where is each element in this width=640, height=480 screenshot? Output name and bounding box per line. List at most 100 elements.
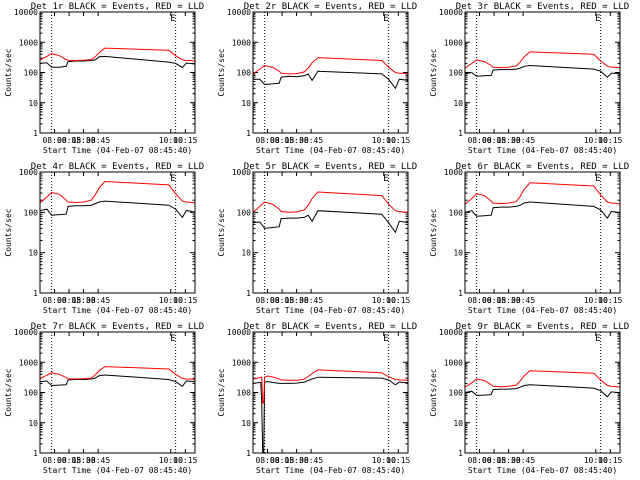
lld-series-line — [464, 51, 621, 69]
plot-frame — [252, 331, 409, 454]
y-tick-label: 10 — [28, 249, 38, 258]
x-tick-label: 10:00 — [584, 456, 608, 465]
chart-title: Det 3r BLACK = Events, RED = LLD — [456, 2, 629, 12]
x-tick-label: 10:15 — [598, 456, 622, 465]
x-tick-label: 08:30 — [497, 456, 521, 465]
y-tick-label: 10 — [241, 99, 251, 108]
chart-title: Det 2r BLACK = Events, RED = LLD — [244, 2, 417, 12]
x-tick-label: 08:45 — [511, 456, 535, 465]
chart-title: Det 6r BLACK = Events, RED = LLD — [456, 162, 629, 172]
x-tick-label: 10:00 — [372, 456, 396, 465]
x-tick-label: 10:15 — [598, 136, 622, 145]
y-axis-label: Counts/sec — [4, 48, 13, 96]
x-tick-label: 10:00 — [372, 296, 396, 305]
x-tick-label: 10:15 — [386, 296, 410, 305]
legend-marker: E — [595, 334, 600, 344]
plot-frame — [39, 331, 196, 454]
chart-panel: Det 6r BLACK = Events, RED = LLD 1 10 100 10… — [429, 162, 629, 315]
events-series-line — [464, 64, 621, 78]
chart-panel: Det 5r BLACK = Events, RED = LLD 1 10 100 10… — [217, 162, 417, 315]
x-tick-label: 08:45 — [86, 456, 110, 465]
y-axis-label: Counts/sec — [4, 368, 13, 416]
y-tick-label: 1000 — [232, 168, 251, 177]
y-tick-label: 1 — [458, 449, 463, 458]
events-series-line — [39, 374, 196, 387]
x-tick-label: 08:45 — [299, 296, 323, 305]
events-series-line — [39, 200, 196, 219]
x-tick-label: 08:00 — [467, 456, 491, 465]
chart-title: Det 4r BLACK = Events, RED = LLD — [31, 162, 204, 172]
plot-frame — [464, 331, 621, 454]
y-tick-label: 1000 — [444, 168, 463, 177]
x-tick-label: 08:45 — [86, 296, 110, 305]
chart-panel: Det 3r BLACK = Events, RED = LLD 1 10 100 10… — [429, 2, 629, 155]
x-tick-label: 08:15 — [270, 136, 294, 145]
events-series-line — [464, 201, 621, 219]
y-tick-label: 10000 — [439, 8, 463, 17]
y-tick-label: 10000 — [227, 328, 251, 337]
x-tick-label: 10:00 — [584, 296, 608, 305]
lld-series-line — [39, 180, 196, 204]
x-tick-label: 08:45 — [299, 136, 323, 145]
y-tick-label: 1000 — [232, 38, 251, 47]
legend-marker: E — [383, 174, 388, 184]
y-tick-label: 1 — [33, 289, 38, 298]
x-tick-label: 10:15 — [598, 296, 622, 305]
y-tick-label: 100 — [449, 208, 464, 217]
x-tick-label: 10:15 — [173, 456, 197, 465]
x-tick-label: 10:00 — [372, 136, 396, 145]
y-tick-label: 10 — [453, 419, 463, 428]
y-axis-label: Counts/sec — [217, 208, 226, 256]
y-tick-label: 100 — [237, 69, 252, 78]
x-tick-label: 08:30 — [497, 296, 521, 305]
legend-marker: E — [595, 174, 600, 184]
x-tick-label: 10:00 — [584, 136, 608, 145]
events-series-line — [252, 376, 409, 454]
x-tick-label: 08:00 — [467, 136, 491, 145]
y-tick-label: 10000 — [439, 328, 463, 337]
x-tick-label: 08:00 — [467, 296, 491, 305]
x-axis-label: Start Time (04-Feb-07 08:45:40) — [43, 466, 192, 475]
x-tick-label: 10:15 — [173, 296, 197, 305]
x-tick-label: 08:00 — [255, 456, 279, 465]
lld-series-line — [252, 57, 409, 75]
x-tick-label: 08:00 — [255, 136, 279, 145]
legend-marker: E — [595, 14, 600, 24]
lld-series-line — [39, 47, 196, 62]
y-axis-label: Counts/sec — [429, 368, 438, 416]
y-axis-label: Counts/sec — [429, 208, 438, 256]
lld-series-line — [464, 370, 621, 388]
chart-panel: Det 2r BLACK = Events, RED = LLD 1 10 100 10… — [217, 2, 417, 155]
x-tick-label: 08:30 — [72, 296, 96, 305]
y-tick-label: 10 — [28, 99, 38, 108]
x-axis-label: Start Time (04-Feb-07 08:45:40) — [256, 466, 405, 475]
x-axis-label: Start Time (04-Feb-07 08:45:40) — [43, 306, 192, 315]
x-tick-label: 08:45 — [299, 456, 323, 465]
x-tick-label: 08:45 — [511, 136, 535, 145]
x-tick-label: 08:45 — [86, 136, 110, 145]
x-tick-label: 08:00 — [42, 136, 66, 145]
plot-frame — [39, 171, 196, 294]
y-tick-label: 1 — [246, 289, 251, 298]
events-series-line — [253, 70, 409, 90]
lld-series-line — [39, 366, 196, 380]
y-axis-label: Counts/sec — [217, 48, 226, 96]
events-series-line — [252, 210, 409, 234]
y-tick-label: 1 — [246, 129, 251, 138]
y-axis-label: Counts/sec — [217, 368, 226, 416]
chart-title: Det 7r BLACK = Events, RED = LLD — [31, 322, 204, 332]
x-tick-label: 08:15 — [57, 296, 81, 305]
y-tick-label: 10000 — [14, 328, 38, 337]
y-tick-label: 1 — [458, 129, 463, 138]
y-tick-label: 100 — [449, 389, 464, 398]
chart-title: Det 5r BLACK = Events, RED = LLD — [244, 162, 417, 172]
events-series-line — [464, 384, 621, 398]
x-tick-label: 08:15 — [482, 456, 506, 465]
x-tick-label: 08:30 — [285, 296, 309, 305]
y-tick-label: 10 — [453, 249, 463, 258]
chart-panel: Det 8r BLACK = Events, RED = LLD 1 10 100 10… — [217, 322, 417, 475]
plot-frame — [464, 171, 621, 294]
chart-panel: Det 1r BLACK = Events, RED = LLD 1 10 100 10… — [4, 2, 204, 155]
plot-frame — [39, 11, 196, 134]
